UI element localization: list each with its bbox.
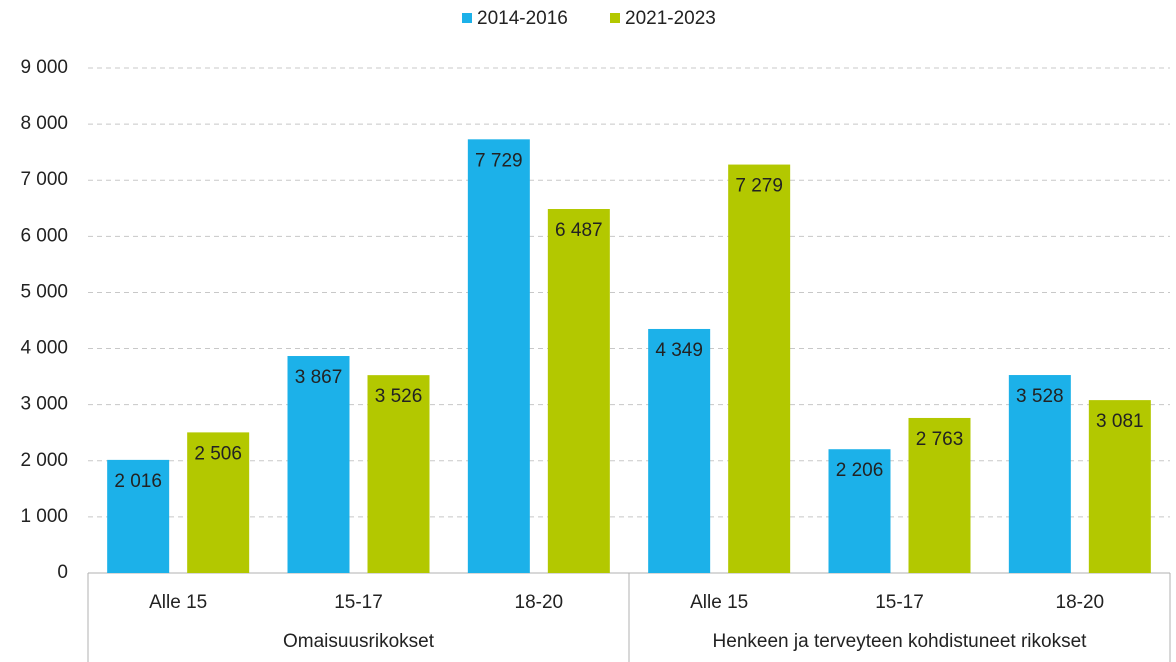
x-tick-label: Alle 15: [149, 592, 207, 613]
data-label: 3 081: [1096, 411, 1144, 432]
group-label: Henkeen ja terveyteen kohdistuneet rikok…: [713, 631, 1088, 652]
data-label: 2 506: [194, 443, 242, 464]
legend-swatch: [462, 13, 472, 23]
bar: [187, 432, 250, 573]
y-tick-label: 1 000: [20, 506, 68, 527]
bar: [467, 139, 530, 574]
data-label: 2 763: [916, 429, 964, 450]
y-tick-label: 2 000: [20, 450, 68, 471]
data-label: 3 867: [295, 367, 343, 388]
data-label: 7 279: [735, 176, 783, 197]
y-tick-label: 5 000: [20, 281, 68, 302]
data-label: 4 349: [655, 340, 703, 361]
data-label: 3 528: [1016, 386, 1064, 407]
bar: [287, 356, 350, 573]
legend-swatch: [610, 13, 620, 23]
y-tick-label: 9 000: [20, 57, 68, 78]
data-label: 2 016: [114, 471, 162, 492]
legend-label: 2021-2023: [625, 8, 716, 29]
y-tick-label: 6 000: [20, 225, 68, 246]
data-label: 6 487: [555, 220, 603, 241]
x-tick-label: Alle 15: [690, 592, 748, 613]
bar: [728, 164, 791, 574]
bar: [547, 209, 610, 574]
y-tick-label: 7 000: [20, 169, 68, 190]
bar: [908, 417, 971, 573]
bar: [1008, 375, 1071, 573]
data-label: 3 526: [375, 386, 423, 407]
y-tick-label: 3 000: [20, 394, 68, 415]
data-label: 2 206: [836, 460, 884, 481]
x-tick-label: 18-20: [515, 592, 564, 613]
x-tick-label: 18-20: [1056, 592, 1105, 613]
bar: [107, 459, 170, 573]
group-label: Omaisuusrikokset: [283, 631, 435, 652]
y-tick-label: 8 000: [20, 113, 68, 134]
bar: [828, 449, 891, 573]
x-tick-label: 15-17: [875, 592, 924, 613]
bar: [367, 375, 430, 573]
bar: [648, 328, 711, 573]
legend-label: 2014-2016: [477, 8, 568, 29]
x-tick-label: 15-17: [334, 592, 383, 613]
bar: [1088, 400, 1151, 573]
y-tick-label: 0: [57, 562, 68, 583]
y-tick-label: 4 000: [20, 338, 68, 359]
data-label: 7 729: [475, 150, 523, 171]
